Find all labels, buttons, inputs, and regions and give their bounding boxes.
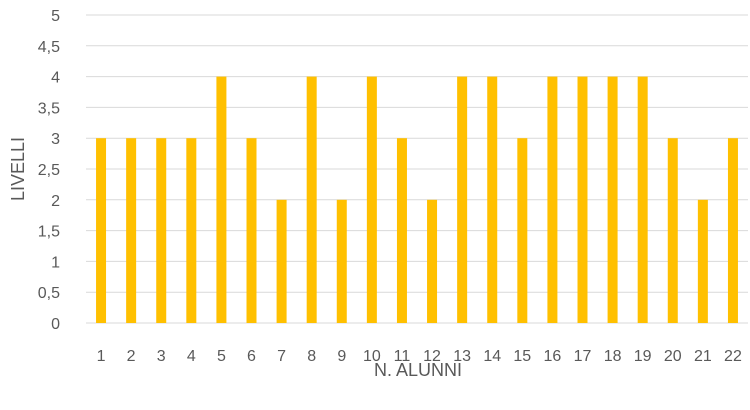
x-tick-label: 17 — [574, 348, 592, 365]
x-axis-ticks: 1 2 3 4 5 6 7 8 9 10 11 12 13 14 15 16 17 18 19 20 21 22 — [97, 348, 742, 365]
bar — [366, 76, 377, 323]
x-tick-label: 9 — [337, 348, 346, 365]
bars — [96, 76, 738, 323]
bar — [276, 199, 287, 323]
bar — [246, 138, 257, 323]
y-axis-ticks: 0 0,5 1 1,5 2 2,5 3 3,5 4 4,5 5 — [38, 8, 60, 333]
bar — [487, 76, 498, 323]
x-tick-label: 8 — [307, 348, 316, 365]
bar — [156, 138, 167, 323]
bar — [577, 76, 588, 323]
x-tick-label: 6 — [247, 348, 256, 365]
bar — [547, 76, 558, 323]
bar — [306, 76, 317, 323]
x-tick-label: 19 — [634, 348, 652, 365]
gridlines — [86, 14, 748, 324]
x-tick-label: 14 — [483, 348, 501, 365]
x-tick-label: 3 — [157, 348, 166, 365]
y-tick-label: 4,5 — [38, 39, 60, 56]
y-tick-label: 2,5 — [38, 162, 60, 179]
bar — [396, 138, 407, 323]
y-tick-label: 1,5 — [38, 224, 60, 241]
bar — [126, 138, 137, 323]
x-tick-label: 13 — [453, 348, 471, 365]
y-tick-label: 3,5 — [38, 100, 60, 117]
x-tick-label: 15 — [513, 348, 531, 365]
bar — [427, 199, 438, 323]
bar — [727, 138, 738, 323]
x-tick-label: 11 — [394, 348, 411, 365]
bar — [96, 138, 107, 323]
x-tick-label: 20 — [664, 348, 682, 365]
x-tick-label: 10 — [363, 348, 381, 365]
bar — [517, 138, 528, 323]
bar — [186, 138, 197, 323]
x-tick-label: 5 — [217, 348, 226, 365]
x-tick-label: 16 — [544, 348, 562, 365]
x-tick-label: 1 — [97, 348, 106, 365]
y-axis-title: LIVELLI — [8, 137, 28, 201]
bar — [637, 76, 648, 323]
bar — [607, 76, 618, 323]
y-tick-label: 5 — [51, 8, 60, 25]
x-tick-label: 4 — [187, 348, 196, 365]
y-tick-label: 1 — [51, 254, 60, 271]
y-tick-label: 2 — [51, 193, 60, 210]
x-tick-label: 12 — [423, 348, 441, 365]
bar — [697, 199, 708, 323]
bar — [457, 76, 468, 323]
x-tick-label: 7 — [277, 348, 286, 365]
x-tick-label: 22 — [724, 348, 742, 365]
bar — [667, 138, 678, 323]
y-tick-label: 3 — [51, 131, 60, 148]
y-tick-label: 4 — [51, 70, 60, 87]
x-tick-label: 2 — [127, 348, 136, 365]
bar — [336, 199, 347, 323]
x-axis-title: N. ALUNNI — [374, 360, 462, 380]
x-tick-label: 18 — [604, 348, 622, 365]
y-tick-label: 0,5 — [38, 285, 60, 302]
bar — [216, 76, 227, 323]
y-tick-label: 0 — [51, 316, 60, 333]
x-tick-label: 21 — [694, 348, 712, 365]
